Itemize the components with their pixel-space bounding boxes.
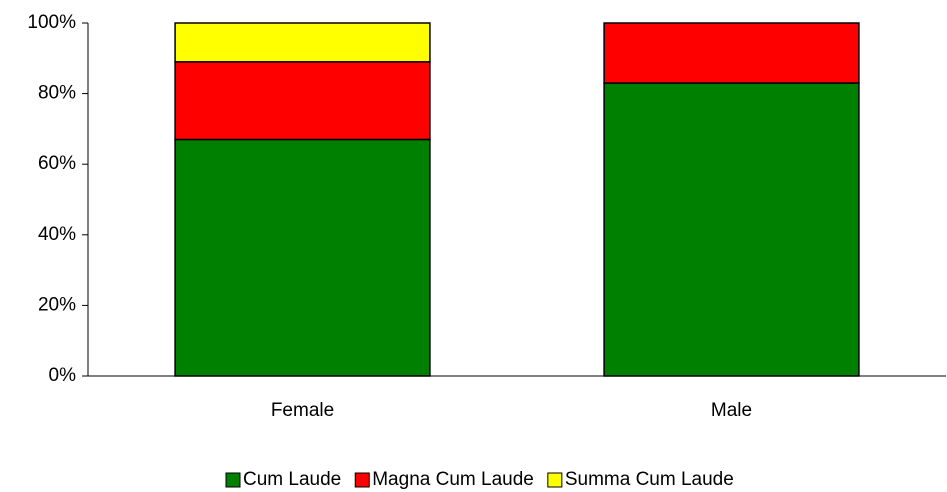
- y-tick-label: 20%: [38, 294, 76, 315]
- legend-swatch: [547, 472, 563, 488]
- legend-swatch: [225, 472, 241, 488]
- bar-segment: [603, 22, 860, 84]
- bar-segment: [174, 22, 431, 63]
- y-tick-label: 60%: [38, 153, 76, 174]
- bar-segment: [603, 82, 860, 377]
- legend-label: Cum Laude: [243, 469, 341, 490]
- y-tick-label: 40%: [38, 224, 76, 245]
- bar-segment: [174, 138, 431, 377]
- x-tick-label: Male: [711, 400, 752, 421]
- y-tick-label: 0%: [49, 365, 77, 386]
- legend-label: Summa Cum Laude: [565, 469, 734, 490]
- legend-label: Magna Cum Laude: [372, 469, 534, 490]
- bar-segment: [174, 61, 431, 141]
- legend-swatch: [354, 472, 370, 488]
- x-tick-label: Female: [271, 400, 334, 421]
- y-tick-label: 80%: [38, 83, 76, 104]
- y-tick-label: 100%: [27, 12, 76, 33]
